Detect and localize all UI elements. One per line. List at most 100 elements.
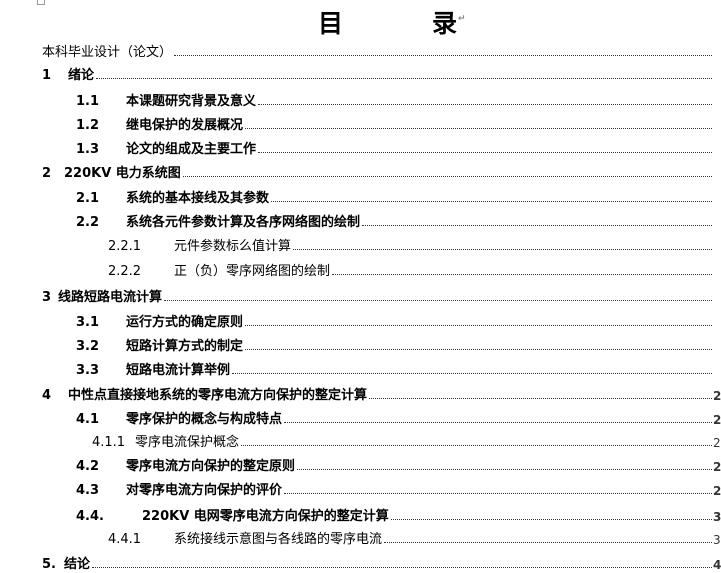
dot-leader [174, 54, 712, 56]
dot-leader [245, 324, 712, 326]
toc-entry[interactable]: 3.1 运行方式的确定原则 [0, 308, 721, 330]
dot-leader [232, 372, 712, 374]
toc-entry-number: 3.2 [76, 339, 100, 354]
return-mark-icon: ↵ [458, 14, 466, 24]
toc-entry-page: 2 [713, 413, 721, 427]
dot-leader [241, 444, 712, 446]
toc-entry[interactable]: 1 绪论 [0, 61, 721, 83]
title-char-1: 目 [318, 9, 344, 38]
toc-entry[interactable]: 4.1.1 零序电流保护概念 2 [0, 428, 721, 450]
toc-entry-number: 3.3 [76, 363, 100, 378]
toc-entry[interactable]: 2 220KV 电力系统图 [0, 159, 721, 181]
dot-leader [362, 224, 712, 226]
toc-entry-title: 继电保护的发展概况 [126, 118, 244, 133]
toc-entry[interactable]: 4.4. 220KV 电网零序电流方向保护的整定计算 3 [0, 502, 721, 524]
toc-entry-title: 元件参数标么值计算 [174, 239, 292, 254]
toc-entry-page: 4 [713, 558, 721, 572]
toc-entry[interactable]: 1.3 论文的组成及主要工作 [0, 135, 721, 157]
toc-entry-number: 4.1 [76, 412, 100, 427]
toc-entry-title: 结论 [64, 557, 91, 572]
dot-leader [293, 248, 712, 250]
toc-entry-title: 论文的组成及主要工作 [126, 142, 257, 157]
dot-leader [245, 348, 712, 350]
toc-entry-number: 4.4.1 [108, 532, 142, 547]
toc-entry[interactable]: 1.2 继电保护的发展概况 [0, 111, 721, 133]
dot-leader [245, 127, 712, 129]
dot-leader [271, 200, 712, 202]
toc-entry-number: 2.1 [76, 191, 100, 206]
toc-entry[interactable]: 本科毕业设计（论文） [0, 38, 721, 60]
toc-entry-title: 零序电流方向保护的整定原则 [126, 459, 296, 474]
toc-entry-page: 3 [713, 510, 721, 524]
toc-entry-title: 线路短路电流计算 [58, 290, 163, 305]
toc-entry-number: 3.1 [76, 315, 100, 330]
toc-entry-page: 2 [713, 389, 721, 403]
dot-leader [390, 518, 712, 520]
dot-leader [258, 103, 712, 105]
toc-entry-title: 运行方式的确定原则 [126, 315, 244, 330]
toc-entry-page: 2 [713, 436, 721, 450]
toc-entry-number: 4 [42, 388, 52, 403]
toc-entry[interactable]: 2.2.1 元件参数标么值计算 [0, 232, 721, 254]
toc-entry-page: 2 [713, 460, 721, 474]
toc-entry-number: 4.1.1 [92, 435, 126, 450]
toc-entry-title: 正（负）零序网络图的绘制 [174, 264, 331, 279]
dot-leader [297, 468, 712, 470]
toc-entry-title: 220KV 电力系统图 [64, 166, 181, 181]
toc-entry-number: 2.2.1 [108, 239, 142, 254]
dot-leader [332, 273, 712, 275]
toc-entry[interactable]: 3.3 短路电流计算举例 [0, 356, 721, 378]
toc-entry-number: 2 [42, 166, 52, 181]
toc-entry[interactable]: 4.3 对零序电流方向保护的评价 2 [0, 476, 721, 498]
toc-entry-title: 对零序电流方向保护的评价 [126, 483, 283, 498]
toc-entry-number: 5. [42, 557, 56, 572]
toc-entry-title: 系统的基本接线及其参数 [126, 191, 270, 206]
toc-entry-number: 2.2 [76, 215, 100, 230]
toc-entry[interactable]: 3 线路短路电流计算 [0, 283, 721, 305]
toc-entry-number: 2.2.2 [108, 264, 142, 279]
toc-entry-title: 系统接线示意图与各线路的零序电流 [174, 532, 383, 547]
dot-leader [258, 151, 712, 153]
title-char-2: 录 [432, 9, 458, 38]
dot-leader [164, 299, 712, 301]
toc-entry[interactable]: 4.4.1 系统接线示意图与各线路的零序电流 3 [0, 525, 721, 547]
toc-entry[interactable]: 4.2 零序电流方向保护的整定原则 2 [0, 452, 721, 474]
toc-entry-number: 3 [42, 290, 52, 305]
paragraph-marker [37, 0, 45, 5]
toc-entry-title: 系统各元件参数计算及各序网络图的绘制 [126, 215, 361, 230]
toc-entry-title: 短路电流计算举例 [126, 363, 231, 378]
toc-entry[interactable]: 2.2.2 正（负）零序网络图的绘制 [0, 257, 721, 279]
toc-entry[interactable]: 5. 结论 4 [0, 550, 721, 572]
toc-entry-title: 220KV 电网零序电流方向保护的整定计算 [142, 509, 389, 524]
toc-entry-page: 3 [713, 533, 721, 547]
toc-entry-number: 1.2 [76, 118, 100, 133]
toc-entry[interactable]: 4.1 零序保护的概念与构成特点 2 [0, 405, 721, 427]
toc-entry[interactable]: 4 中性点直接接地系统的零序电流方向保护的整定计算 2 [0, 381, 721, 403]
dot-leader [284, 421, 712, 423]
toc-entry-number: 4.3 [76, 483, 100, 498]
toc-entry-number: 1.3 [76, 142, 100, 157]
toc-entry[interactable]: 3.2 短路计算方式的制定 [0, 332, 721, 354]
toc-entry-title: 零序保护的概念与构成特点 [126, 412, 283, 427]
dot-leader [182, 175, 712, 177]
dot-leader [92, 566, 712, 568]
dot-leader [384, 541, 712, 543]
toc-entry[interactable]: 1.1 本课题研究背景及意义 [0, 87, 721, 109]
toc-entry-title: 短路计算方式的制定 [126, 339, 244, 354]
toc-entry-page: 2 [713, 484, 721, 498]
toc-entry-number: 4.4. [76, 509, 104, 524]
page-title: 目 录 ↵ [318, 4, 466, 40]
toc-entry-number: 4.2 [76, 459, 100, 474]
toc-entry-title: 本科毕业设计（论文） [42, 45, 173, 60]
toc-entry[interactable]: 2.1 系统的基本接线及其参数 [0, 184, 721, 206]
toc-entry-number: 1 [42, 68, 52, 83]
toc-entry-title: 绪论 [68, 68, 95, 83]
toc-entry-title: 中性点直接接地系统的零序电流方向保护的整定计算 [68, 388, 368, 403]
toc-entry-title: 零序电流保护概念 [135, 435, 240, 450]
dot-leader [96, 77, 712, 79]
dot-leader [284, 492, 712, 494]
toc-entry-title: 本课题研究背景及意义 [126, 94, 257, 109]
toc-entry[interactable]: 2.2 系统各元件参数计算及各序网络图的绘制 [0, 208, 721, 230]
toc-entry-number: 1.1 [76, 94, 100, 109]
dot-leader [369, 397, 712, 399]
